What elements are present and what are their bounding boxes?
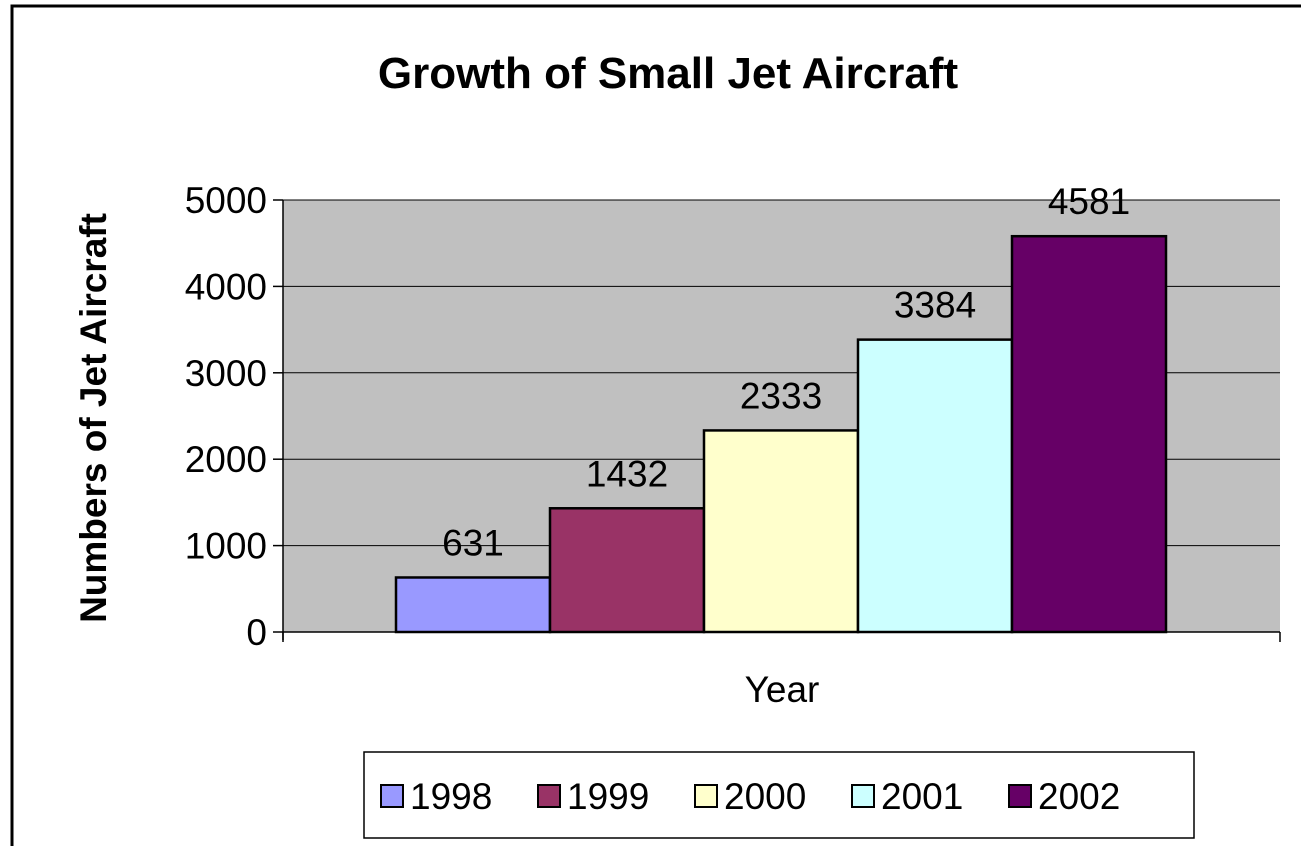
y-tick-label: 2000 bbox=[185, 439, 267, 480]
legend: 1998 1999 2000 2001 2002 bbox=[363, 751, 1195, 839]
bar-1998 bbox=[394, 576, 552, 634]
bar-2001 bbox=[856, 338, 1014, 634]
bar-2000 bbox=[702, 429, 860, 634]
data-label-1999: 1432 bbox=[586, 453, 668, 494]
data-label-2002: 4581 bbox=[1048, 181, 1130, 222]
chart-title: Growth of Small Jet Aircraft bbox=[378, 49, 959, 98]
x-axis-label: Year bbox=[745, 669, 820, 710]
legend-swatch-2002 bbox=[1008, 784, 1032, 808]
bars bbox=[394, 234, 1168, 634]
y-tick-label: 4000 bbox=[185, 266, 267, 307]
y-tick-label: 3000 bbox=[185, 353, 267, 394]
legend-label-1998: 1998 bbox=[410, 776, 492, 817]
legend-swatch-2000 bbox=[694, 784, 718, 808]
y-tick-label: 5000 bbox=[185, 180, 267, 221]
data-labels: 631 1432 2333 3384 4581 bbox=[442, 181, 1130, 563]
y-axis-ticks: 0 1000 2000 3000 4000 5000 bbox=[185, 180, 283, 653]
bar-1999 bbox=[548, 507, 706, 634]
y-axis-label: Numbers of Jet Aircraft bbox=[73, 213, 114, 623]
legend-swatch-1999 bbox=[537, 784, 561, 808]
data-label-1998: 631 bbox=[442, 522, 504, 563]
y-tick-label: 0 bbox=[246, 612, 267, 653]
data-label-2000: 2333 bbox=[740, 375, 822, 416]
legend-label-1999: 1999 bbox=[567, 776, 649, 817]
data-label-2001: 3384 bbox=[894, 285, 976, 326]
legend-swatch-1998 bbox=[380, 784, 404, 808]
legend-swatch-2001 bbox=[851, 784, 875, 808]
legend-label-2002: 2002 bbox=[1038, 776, 1120, 817]
bar-2002 bbox=[1010, 234, 1168, 634]
legend-label-2000: 2000 bbox=[724, 776, 806, 817]
legend-box bbox=[363, 751, 1195, 839]
legend-label-2001: 2001 bbox=[881, 776, 963, 817]
y-tick-label: 1000 bbox=[185, 526, 267, 567]
